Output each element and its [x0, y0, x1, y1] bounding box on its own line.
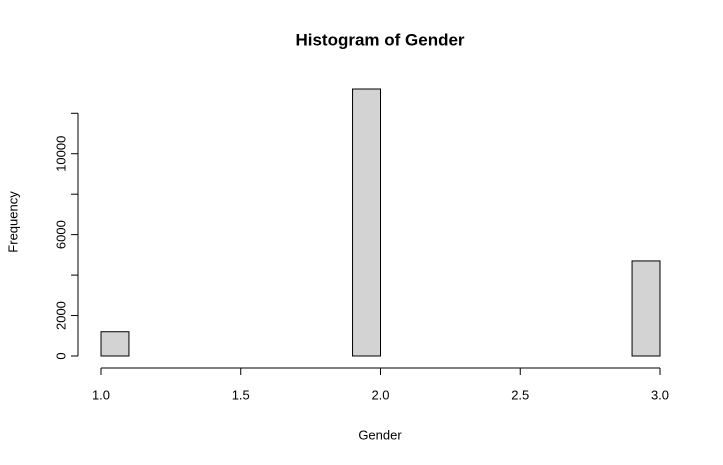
- x-tick-label: 3.0: [651, 387, 669, 402]
- y-tick-label: 10000: [53, 136, 68, 172]
- x-tick-label: 2.5: [511, 387, 529, 402]
- y-axis-label: Frequency: [5, 191, 20, 253]
- y-tick-label: 6000: [53, 220, 68, 249]
- x-tick-label: 1.5: [232, 387, 250, 402]
- x-axis-label: Gender: [358, 427, 402, 442]
- bar: [352, 88, 381, 357]
- bar: [631, 260, 661, 357]
- x-tick-label: 1.0: [92, 387, 110, 402]
- y-tick-label: 0: [53, 352, 68, 359]
- chart-title: Histogram of Gender: [295, 30, 464, 49]
- x-tick-label: 2.0: [371, 387, 389, 402]
- y-tick-label: 2000: [53, 301, 68, 330]
- bar: [100, 331, 130, 357]
